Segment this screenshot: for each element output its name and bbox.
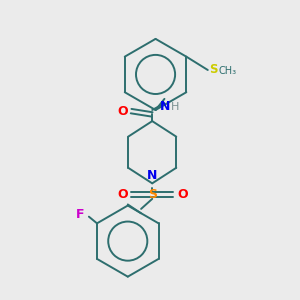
Text: N: N [160,100,171,113]
Text: F: F [76,208,84,221]
Text: O: O [177,188,188,201]
Text: H: H [171,102,180,112]
Text: N: N [147,169,158,182]
Text: S: S [209,64,218,76]
Text: O: O [117,105,128,118]
Text: O: O [117,188,128,201]
Text: S: S [148,188,157,201]
Text: CH₃: CH₃ [219,66,237,76]
